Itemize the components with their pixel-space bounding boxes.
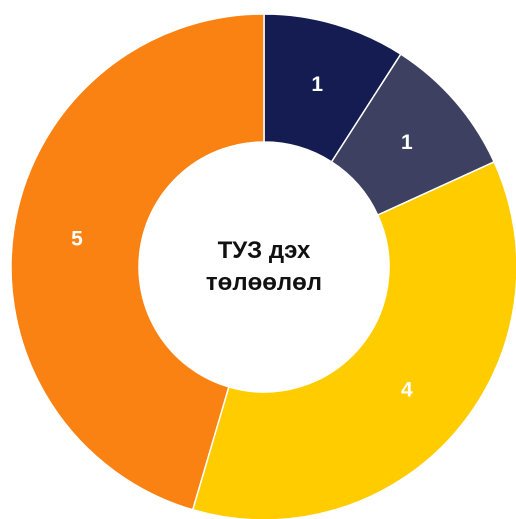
value-label: 4 [401, 378, 413, 401]
slice [10, 13, 265, 511]
value-label: 1 [311, 73, 323, 96]
slice [191, 160, 516, 519]
value-label: 5 [71, 228, 83, 251]
chart-title: ТУЗ дэх төлөөлөл [205, 237, 323, 296]
value-label: 1 [401, 131, 413, 154]
